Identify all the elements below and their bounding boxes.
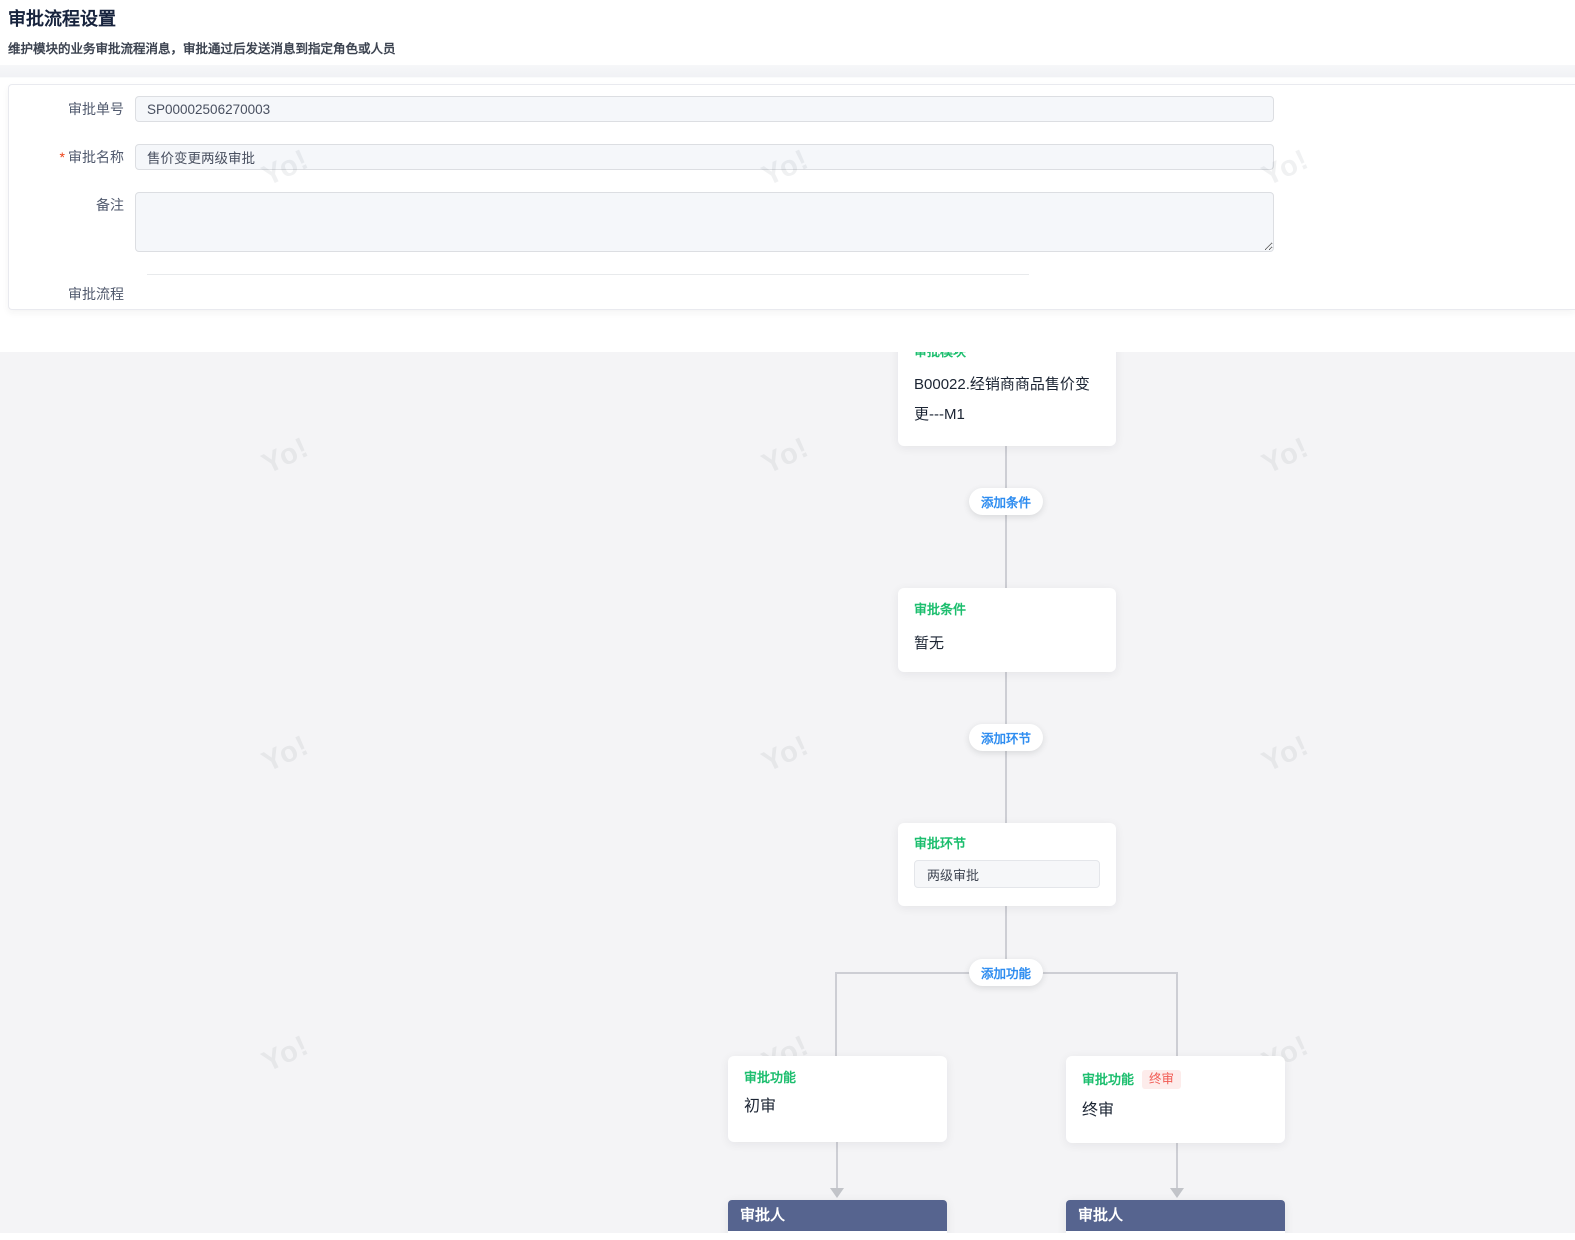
function-node-text: 终审 — [1082, 1102, 1115, 1119]
module-node-text: B00022.经销商商品售价变更---M1 — [914, 376, 1090, 423]
arrow-down-icon — [830, 1188, 844, 1198]
header-divider-strip — [0, 65, 1575, 78]
branch-line-right — [1176, 972, 1178, 1057]
flow-label: 审批流程 — [68, 286, 124, 302]
arrow-line-left — [836, 1142, 838, 1190]
function-node-label: 审批功能 — [744, 1070, 797, 1085]
name-input[interactable] — [135, 144, 1274, 170]
add-step-button[interactable]: 添加环节 — [969, 724, 1043, 751]
remark-label: 备注 — [96, 197, 124, 213]
approver-card-first[interactable]: 审批人 — [728, 1200, 947, 1233]
form-divider — [147, 274, 1029, 275]
flow-node-module[interactable]: 审批模块 B00022.经销商商品售价变更---M1 — [898, 352, 1116, 446]
condition-node-label: 审批条件 — [914, 602, 967, 617]
page-header: 审批流程设置 维护模块的业务审批流程消息，审批通过后发送消息到指定角色或人员 — [0, 0, 1575, 65]
flow-node-step[interactable]: 审批环节 — [898, 823, 1116, 906]
page-subtitle: 维护模块的业务审批流程消息，审批通过后发送消息到指定角色或人员 — [8, 42, 396, 56]
approval-form-card: 审批单号 *审批名称 备注 审批流程 — [8, 84, 1575, 310]
approver-body — [728, 1231, 947, 1233]
approver-header: 审批人 — [728, 1200, 947, 1231]
order-no-label: 审批单号 — [68, 101, 124, 117]
arrow-line-right — [1176, 1142, 1178, 1190]
approver-card-final[interactable]: 审批人 — [1066, 1200, 1285, 1233]
flow-canvas: 审批模块 B00022.经销商商品售价变更---M1 添加条件 审批条件 暂无 … — [0, 352, 1575, 1233]
connector-line — [1005, 906, 1007, 973]
step-node-label: 审批环节 — [914, 836, 967, 851]
form-row-flow: 审批流程 — [9, 281, 1575, 307]
form-row-remark: 备注 — [9, 192, 1575, 252]
step-name-input[interactable] — [914, 860, 1100, 888]
form-row-name: * 审批名称 — [9, 144, 1575, 170]
required-asterisk: * — [59, 149, 65, 165]
page-title: 审批流程设置 — [8, 9, 116, 29]
final-approval-badge: 终审 — [1142, 1070, 1182, 1089]
order-no-input[interactable] — [135, 96, 1274, 122]
connector-line — [1005, 446, 1007, 588]
flow-node-condition[interactable]: 审批条件 暂无 — [898, 588, 1116, 672]
branch-line-left — [835, 972, 837, 1057]
add-function-button[interactable]: 添加功能 — [969, 959, 1043, 986]
form-row-order-no: 审批单号 — [9, 96, 1575, 122]
name-label-text: 审批名称 — [68, 149, 124, 165]
module-node-label: 审批模块 — [914, 352, 1100, 359]
approver-header: 审批人 — [1066, 1200, 1285, 1231]
remark-textarea[interactable] — [135, 192, 1274, 252]
name-label: * 审批名称 — [9, 144, 135, 170]
flow-node-function-first[interactable]: 审批功能 初审 — [728, 1056, 947, 1142]
condition-node-text: 暂无 — [914, 635, 945, 652]
flow-node-function-final[interactable]: 审批功能 终审 终审 — [1066, 1056, 1285, 1143]
add-condition-button[interactable]: 添加条件 — [969, 488, 1043, 515]
approver-body — [1066, 1231, 1285, 1233]
function-node-text: 初审 — [744, 1098, 777, 1115]
function-node-label: 审批功能 — [1082, 1072, 1135, 1087]
arrow-down-icon — [1170, 1188, 1184, 1198]
